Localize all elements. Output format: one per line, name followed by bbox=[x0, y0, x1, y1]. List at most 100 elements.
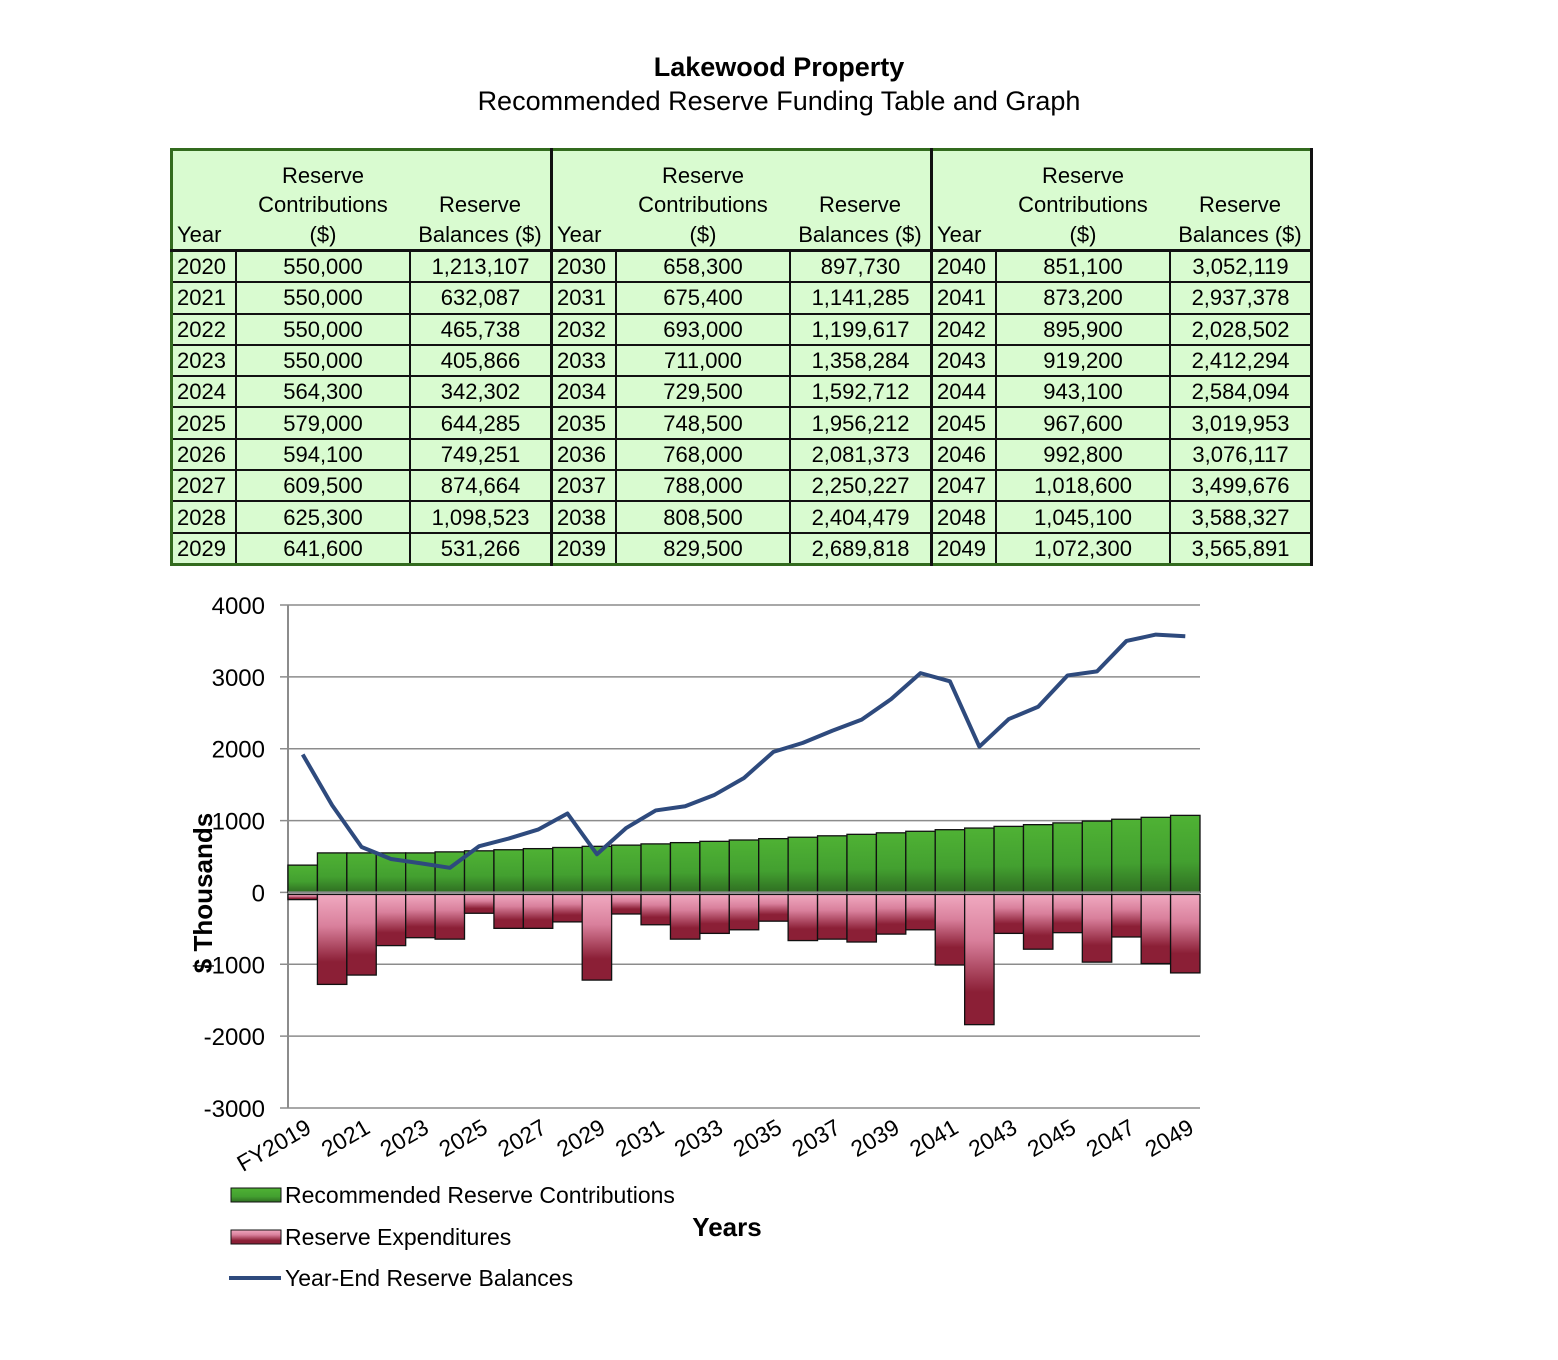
expenditure-bar bbox=[699, 893, 730, 935]
x-tick-label: 2043 bbox=[964, 1114, 1021, 1162]
expenditure-bar bbox=[1140, 893, 1172, 965]
cell-year: 2026 bbox=[170, 437, 237, 472]
cell-contribution: 625,300 bbox=[235, 500, 411, 534]
x-tick-label: 2033 bbox=[670, 1114, 727, 1162]
cell-balance: 644,285 bbox=[409, 406, 553, 440]
expenditure-bar bbox=[905, 893, 936, 931]
x-tick-label: FY2019 bbox=[232, 1114, 315, 1177]
y-tick-label: -1000 bbox=[204, 952, 265, 979]
cell-balance: 405,866 bbox=[409, 343, 553, 378]
legend-label: Reserve Expenditures bbox=[285, 1224, 511, 1250]
expenditure-bar bbox=[434, 893, 466, 940]
cell-year: 2047 bbox=[930, 469, 997, 503]
contribution-bar bbox=[669, 841, 701, 894]
page-title: Lakewood Property bbox=[653, 52, 905, 82]
cell-contribution: 788,000 bbox=[615, 469, 791, 503]
contribution-bar bbox=[816, 835, 848, 894]
cell-year: 2033 bbox=[550, 343, 617, 378]
cell-balance: 2,028,502 bbox=[1169, 312, 1313, 346]
contribution-bar bbox=[493, 849, 525, 894]
contribution-bar bbox=[346, 852, 377, 894]
cell-balance: 3,565,891 bbox=[1169, 531, 1313, 566]
cell-contribution: 641,600 bbox=[235, 531, 411, 566]
cell-balance: 3,588,327 bbox=[1169, 500, 1313, 534]
expenditure-bar bbox=[816, 893, 848, 940]
y-tick-label: 0 bbox=[252, 880, 265, 907]
contribution-bar bbox=[1052, 822, 1083, 894]
cell-contribution: 711,000 bbox=[615, 343, 791, 378]
x-tick-label: 2031 bbox=[611, 1114, 668, 1162]
expenditure-bar bbox=[1081, 893, 1113, 963]
cell-contribution: 1,045,100 bbox=[995, 500, 1171, 534]
cell-contribution: 895,900 bbox=[995, 312, 1171, 346]
table-row: 2027 609,500 874,664 2037 788,000 2,250,227 20… bbox=[170, 469, 1313, 503]
column-header-balances: Reserve Balances ($) bbox=[790, 149, 933, 252]
x-tick-label: 2045 bbox=[1023, 1114, 1080, 1162]
cell-balance: 2,412,294 bbox=[1169, 343, 1313, 378]
cell-year: 2041 bbox=[930, 281, 997, 315]
cell-contribution: 967,600 bbox=[995, 406, 1171, 440]
cell-year: 2034 bbox=[550, 375, 617, 409]
table-row: 2028 625,300 1,098,523 2038 808,500 2,404,479… bbox=[170, 500, 1313, 534]
expenditure-bar bbox=[669, 893, 701, 940]
cell-contribution: 873,200 bbox=[995, 281, 1171, 315]
contribution-bar bbox=[1022, 824, 1054, 894]
expenditure-bar bbox=[640, 893, 672, 926]
cell-contribution: 808,500 bbox=[615, 500, 791, 534]
contribution-bar bbox=[610, 844, 642, 894]
cell-contribution: 550,000 bbox=[235, 312, 411, 346]
funding-table: Year Reserve Contributions ($) Reserve Balanc… bbox=[170, 148, 1313, 566]
cell-contribution: 594,100 bbox=[235, 437, 411, 472]
column-header-year: Year bbox=[551, 149, 616, 252]
cell-contribution: 550,000 bbox=[235, 281, 411, 315]
y-tick-label: 1000 bbox=[212, 809, 265, 836]
cell-contribution: 729,500 bbox=[615, 375, 791, 409]
y-tick-label: 2000 bbox=[212, 737, 265, 764]
cell-year: 2028 bbox=[170, 500, 237, 534]
x-tick-label: 2021 bbox=[317, 1114, 374, 1162]
cell-year: 2039 bbox=[550, 531, 617, 566]
expenditure-bar bbox=[493, 893, 525, 930]
cell-balance: 749,251 bbox=[409, 437, 553, 472]
expenditure-bar bbox=[728, 893, 760, 931]
cell-year: 2022 bbox=[170, 312, 237, 346]
contribution-bar bbox=[316, 852, 348, 894]
x-tick-label: 2023 bbox=[376, 1114, 433, 1162]
expenditure-bar bbox=[346, 893, 377, 976]
cell-balance: 632,087 bbox=[409, 281, 553, 315]
cell-contribution: 658,300 bbox=[615, 249, 791, 284]
expenditure-bar bbox=[610, 893, 642, 915]
cell-contribution: 748,500 bbox=[615, 406, 791, 440]
table-row: 2022 550,000 465,738 2032 693,000 1,199,617 20… bbox=[170, 312, 1313, 346]
contribution-bar bbox=[728, 839, 760, 894]
contribution-bar bbox=[552, 846, 583, 894]
cell-year: 2032 bbox=[550, 312, 617, 346]
cell-year: 2037 bbox=[550, 469, 617, 503]
cell-balance: 3,499,676 bbox=[1169, 469, 1313, 503]
contribution-bar bbox=[993, 825, 1025, 894]
cell-balance: 874,664 bbox=[409, 469, 553, 503]
contribution-bar bbox=[640, 843, 672, 894]
cell-contribution: 992,800 bbox=[995, 437, 1171, 472]
cell-year: 2049 bbox=[930, 531, 997, 566]
contribution-bar bbox=[758, 837, 789, 894]
cell-year: 2025 bbox=[170, 406, 237, 440]
x-tick-label: 2025 bbox=[434, 1114, 491, 1162]
cell-year: 2035 bbox=[550, 406, 617, 440]
cell-contribution: 1,018,600 bbox=[995, 469, 1171, 503]
expenditure-bar bbox=[758, 893, 789, 922]
cell-balance: 3,052,119 bbox=[1169, 249, 1313, 284]
cell-balance: 2,250,227 bbox=[789, 469, 933, 503]
column-header-year: Year bbox=[931, 149, 996, 252]
y-tick-label: -3000 bbox=[204, 1096, 265, 1123]
cell-year: 2043 bbox=[930, 343, 997, 378]
cell-balance: 2,404,479 bbox=[789, 500, 933, 534]
y-axis-title: $ Thousands bbox=[188, 813, 218, 973]
contribution-bar bbox=[787, 836, 819, 894]
x-tick-label: 2041 bbox=[905, 1114, 962, 1162]
cell-contribution: 1,072,300 bbox=[995, 531, 1171, 566]
cell-year: 2031 bbox=[550, 281, 617, 315]
expenditure-bar bbox=[934, 893, 966, 966]
expenditure-bar bbox=[993, 893, 1025, 935]
